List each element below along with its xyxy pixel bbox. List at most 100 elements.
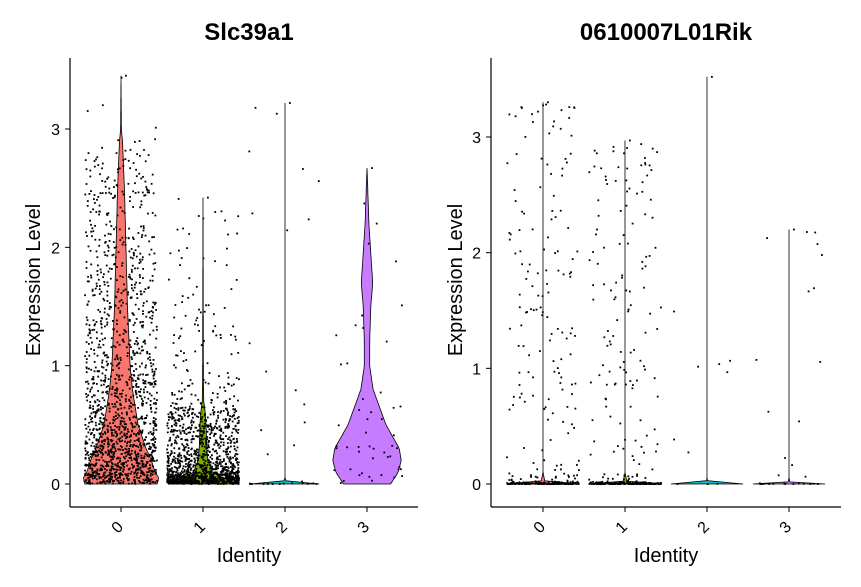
data-point [168,278,170,281]
data-point [119,440,122,443]
data-point [203,427,205,430]
data-point [112,345,115,347]
data-point [115,364,118,367]
data-point [631,483,633,485]
data-point [112,434,115,437]
x-tick-label: 1 [191,519,209,537]
data-point [212,480,215,482]
data-point [197,416,200,418]
data-point [179,464,182,467]
data-point [91,453,93,456]
data-point [651,468,654,471]
data-point [573,427,575,429]
data-point [94,455,97,457]
data-point [216,396,219,399]
points-0 [84,74,158,485]
data-point [86,205,89,207]
data-point [595,482,598,485]
data-point [192,464,195,467]
data-point [214,439,217,442]
data-point [213,432,216,435]
data-point [188,414,191,417]
data-point [90,420,93,423]
data-point [171,425,173,427]
data-point [546,163,549,166]
data-point [145,186,148,188]
data-point [641,267,644,270]
data-point [100,332,103,335]
data-point [821,254,823,256]
data-point [306,483,309,485]
data-point [88,324,91,327]
data-point [134,391,137,394]
data-point [123,406,126,409]
data-point [203,462,206,465]
data-point [115,468,118,471]
data-point [804,475,807,478]
data-point [90,263,93,266]
data-point [91,463,94,466]
data-point [266,453,269,456]
data-point [140,293,143,296]
data-point [200,478,203,480]
data-point [137,308,140,310]
data-point [645,483,648,485]
data-point [153,381,156,383]
data-point [673,310,675,313]
data-point [146,189,149,192]
data-point [125,346,128,349]
data-point [108,240,111,242]
data-point [134,451,136,454]
data-point [221,465,224,468]
data-point [791,464,793,466]
data-point [229,462,232,465]
data-point [104,379,106,381]
data-point [128,378,131,381]
data-point [234,466,236,469]
data-point [93,349,95,351]
data-point [114,474,117,476]
data-point [106,431,109,433]
data-point [571,483,573,485]
data-point [124,236,127,239]
data-point [199,442,202,445]
data-point [217,475,220,478]
data-point [153,268,156,271]
data-point [567,474,570,477]
data-point [203,468,205,470]
data-point [232,475,234,478]
data-point [191,481,194,484]
data-point [140,460,143,462]
data-point [660,482,662,484]
data-point [169,416,172,419]
data-point [200,437,203,440]
data-point [111,403,114,405]
data-point [215,420,218,423]
data-point [106,390,109,393]
data-point [636,481,638,484]
data-point [597,214,600,217]
data-point [89,428,91,431]
data-point [656,443,659,446]
data-point [228,425,231,428]
data-point [518,481,521,484]
data-point [153,236,155,238]
data-point [190,478,193,480]
data-point [547,236,549,239]
data-point [120,407,123,410]
data-point [631,481,634,484]
data-point [153,397,156,400]
data-point [220,430,223,432]
data-point [211,399,213,402]
data-point [91,417,93,419]
data-point [251,212,254,215]
data-point [127,159,130,162]
data-point [152,444,155,447]
data-point [105,360,108,363]
data-point [116,442,119,445]
data-point [127,440,129,443]
data-point [603,246,605,249]
data-point [184,446,187,448]
data-point [224,451,227,453]
data-point [153,422,156,424]
